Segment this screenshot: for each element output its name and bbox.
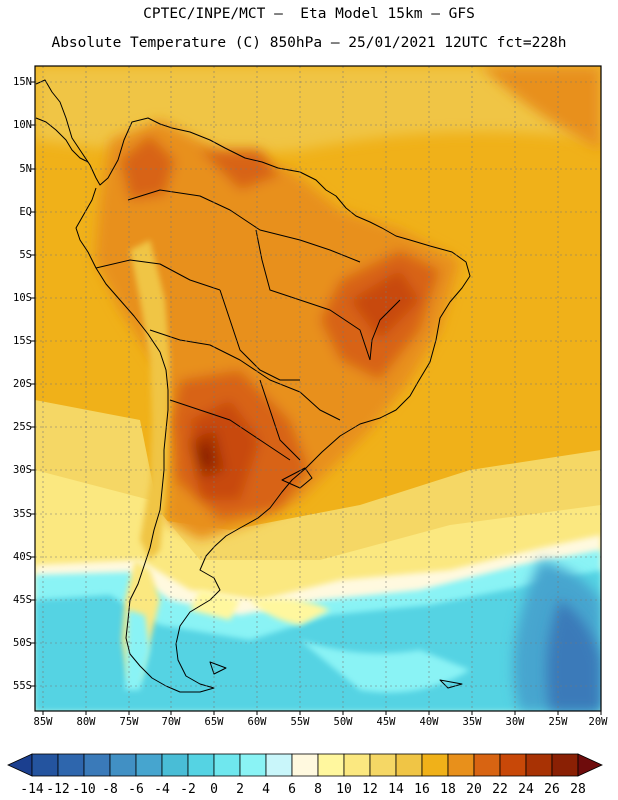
lon-label: 65W bbox=[204, 716, 224, 728]
colorbar-label: 8 bbox=[314, 782, 322, 797]
colorbar-label: -2 bbox=[180, 782, 196, 797]
colorbar-label: -4 bbox=[154, 782, 170, 797]
colorbar-swatch bbox=[31, 753, 59, 777]
temperature-field bbox=[35, 66, 601, 711]
map-title-line2: Absolute Temperature (C) 850hPa – 25/01/… bbox=[51, 35, 567, 51]
colorbar-label: 24 bbox=[518, 782, 534, 797]
lat-label: 15N bbox=[13, 76, 32, 88]
lat-label: 25S bbox=[13, 421, 32, 433]
colorbar-label: 2 bbox=[236, 782, 244, 797]
lat-label: 55S bbox=[13, 680, 32, 692]
lat-label: 15S bbox=[13, 335, 32, 347]
colorbar-swatch bbox=[239, 753, 267, 777]
colorbar-label: 16 bbox=[414, 782, 430, 797]
colorbar-arrow-low bbox=[7, 753, 33, 777]
lat-label: 10S bbox=[13, 292, 32, 304]
axis-ticks bbox=[31, 81, 602, 715]
lon-label: 30W bbox=[505, 716, 525, 728]
colorbar-label: 20 bbox=[466, 782, 482, 797]
lon-label: 35W bbox=[462, 716, 482, 728]
lon-label: 75W bbox=[119, 716, 139, 728]
lat-label: 10N bbox=[13, 119, 32, 131]
lat-label: 5S bbox=[19, 249, 32, 261]
colorbar-swatch bbox=[499, 753, 527, 777]
lat-label: 40S bbox=[13, 551, 32, 563]
colorbar-swatch bbox=[57, 753, 85, 777]
colorbar-swatch bbox=[447, 753, 475, 777]
lon-label: 40W bbox=[419, 716, 439, 728]
colorbar-label: 10 bbox=[336, 782, 352, 797]
lon-label: 25W bbox=[548, 716, 568, 728]
coastline bbox=[35, 79, 471, 693]
colorbar-label: 22 bbox=[492, 782, 508, 797]
colorbar-swatch bbox=[83, 753, 111, 777]
colorbar-label: 26 bbox=[544, 782, 560, 797]
colorbar-label: 14 bbox=[388, 782, 404, 797]
colorbar-swatch bbox=[291, 753, 319, 777]
colorbar-arrow-high bbox=[577, 753, 603, 777]
map-frame bbox=[34, 65, 602, 712]
lat-label: 20S bbox=[13, 378, 32, 390]
colorbar-label: 18 bbox=[440, 782, 456, 797]
grid-lines bbox=[35, 66, 602, 711]
colorbar-swatch bbox=[525, 753, 553, 777]
lat-label: 50S bbox=[13, 637, 32, 649]
colorbar-label: -14 bbox=[20, 782, 44, 797]
colorbar-swatch bbox=[213, 753, 241, 777]
colorbar-swatch bbox=[473, 753, 501, 777]
lon-label: 80W bbox=[76, 716, 96, 728]
colorbar-label: 4 bbox=[262, 782, 270, 797]
colorbar-swatch bbox=[109, 753, 137, 777]
colorbar-swatch bbox=[135, 753, 163, 777]
map-title-line1: CPTEC/INPE/MCT – Eta Model 15km – GFS bbox=[143, 6, 475, 22]
colorbar-label: -8 bbox=[102, 782, 118, 797]
lon-label: 85W bbox=[33, 716, 53, 728]
colorbar-label: 6 bbox=[288, 782, 296, 797]
lon-label: 50W bbox=[333, 716, 353, 728]
lon-label: 45W bbox=[376, 716, 396, 728]
colorbar-label: 28 bbox=[570, 782, 586, 797]
colorbar-swatch bbox=[317, 753, 345, 777]
lon-label: 60W bbox=[247, 716, 267, 728]
lon-label: 20W bbox=[588, 716, 608, 728]
colorbar-label: -6 bbox=[128, 782, 144, 797]
lat-label: 5N bbox=[19, 163, 32, 175]
lat-label: 30S bbox=[13, 464, 32, 476]
lon-label: 55W bbox=[290, 716, 310, 728]
lat-label: 35S bbox=[13, 508, 32, 520]
colorbar-swatch bbox=[395, 753, 423, 777]
colorbar-swatch bbox=[161, 753, 189, 777]
colorbar-swatch bbox=[343, 753, 371, 777]
colorbar-swatch bbox=[265, 753, 293, 777]
lon-label: 70W bbox=[161, 716, 181, 728]
colorbar-label: 12 bbox=[362, 782, 378, 797]
lat-label: 45S bbox=[13, 594, 32, 606]
colorbar-swatch bbox=[551, 753, 579, 777]
colorbar bbox=[7, 753, 603, 777]
lat-label: EQ bbox=[19, 206, 32, 218]
colorbar-label: 0 bbox=[210, 782, 218, 797]
colorbar-swatch bbox=[369, 753, 397, 777]
colorbar-label: -10 bbox=[72, 782, 96, 797]
colorbar-label: -12 bbox=[46, 782, 70, 797]
colorbar-swatch bbox=[187, 753, 215, 777]
colorbar-swatch bbox=[421, 753, 449, 777]
